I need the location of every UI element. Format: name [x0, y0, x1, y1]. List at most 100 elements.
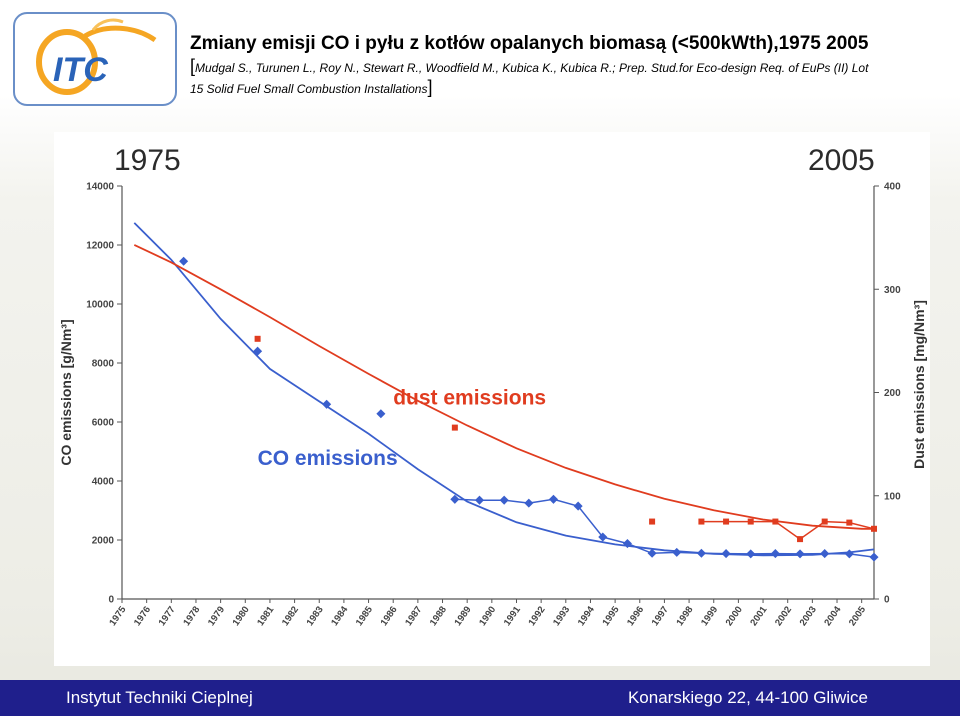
co-point [672, 547, 682, 557]
x-tick-label: 1980 [231, 604, 252, 628]
x-tick-label: 1983 [305, 604, 326, 628]
citation-line-1: Mudgal S., Turunen L., Roy N., Stewart R… [195, 61, 869, 75]
x-tick-label: 1991 [502, 604, 524, 628]
logo-swirl-shape [36, 29, 98, 95]
x-tick-label: 1990 [477, 604, 498, 628]
x-tick-label: 1978 [181, 604, 202, 628]
co-point [598, 532, 608, 542]
x-tick-label: 1975 [107, 604, 129, 628]
y2-tick-label: 200 [884, 388, 901, 399]
co-point [746, 549, 756, 559]
x-tick-label: 2005 [847, 604, 869, 628]
co-point [548, 494, 559, 504]
dust-point [797, 536, 804, 543]
x-tick-label: 1996 [625, 604, 646, 628]
series-layer [179, 256, 879, 562]
logo-flame-tip [91, 18, 124, 31]
dust-point [871, 525, 877, 532]
co-point [647, 548, 657, 558]
y2-tick-label: 0 [884, 595, 890, 606]
co-point [179, 256, 189, 266]
y-tick-label: 10000 [86, 300, 114, 311]
dust-trend-line [133, 244, 874, 530]
x-tick-label: 1993 [551, 604, 572, 628]
chart-panel: 0 2000 4000 6000 8000 10000 12000 14000 0 100 200 3… [54, 132, 930, 666]
x-tick-label: 2001 [748, 604, 770, 628]
co-point [795, 549, 805, 559]
co-emissions-label: CO emissions [258, 447, 398, 470]
x-tick-label: 2000 [724, 604, 745, 628]
co-point [721, 549, 731, 559]
dust-point [772, 518, 779, 525]
dust-emissions-label: dust emissions [393, 386, 546, 409]
dust-point [649, 518, 656, 525]
co-trend-line [133, 222, 875, 557]
co-point [253, 346, 263, 356]
x-tick-label: 1998 [674, 604, 695, 628]
footer-bar: Instytut Techniki Cieplnej Konarskiego 2… [0, 680, 960, 716]
x-tick-label: 1988 [428, 604, 449, 628]
citation: [Mudgal S., Turunen L., Roy N., Stewart … [190, 57, 950, 99]
y2-tick-label: 300 [884, 285, 901, 296]
corner-label-left: 1975 [114, 144, 181, 177]
co-point [770, 549, 780, 559]
x-tick-label: 1997 [650, 604, 671, 628]
citation-close-bracket: ] [427, 77, 433, 97]
x-tick-label: 1994 [576, 604, 598, 628]
emissions-chart: 0200040006000800010000120001400001002003… [58, 144, 927, 628]
logo-text: ITC [53, 51, 108, 89]
co-point [499, 495, 509, 505]
dust-point [846, 519, 853, 526]
footer-address: Konarskiego 22, 44-100 Gliwice [627, 688, 868, 707]
x-tick-label: 1995 [600, 604, 622, 628]
x-tick-label: 1986 [379, 604, 400, 628]
y-tick-label: 0 [108, 595, 114, 606]
y-tick-label: 4000 [92, 477, 115, 488]
x-tick-label: 1999 [699, 604, 720, 628]
x-tick-label: 2002 [773, 604, 794, 628]
co-point [820, 549, 830, 559]
co-point [869, 552, 879, 562]
citation-open-bracket: [ [190, 56, 196, 76]
logo-flame-shape [83, 25, 157, 43]
co-point [844, 549, 854, 559]
x-tick-label: 1981 [255, 604, 277, 628]
y-tick-label: 6000 [92, 418, 115, 429]
co-point [696, 548, 706, 558]
x-tick-label: 2004 [822, 604, 844, 628]
corner-label-right: 2005 [808, 144, 875, 177]
slide-title: Zmiany emisji CO i pyłu z kotłów opalany… [190, 33, 869, 54]
x-tick-label: 1985 [354, 604, 376, 628]
y2-tick-label: 100 [884, 491, 901, 502]
dust-point [747, 518, 754, 525]
dust-point [254, 335, 261, 342]
footer-institute: Instytut Techniki Cieplnej [66, 688, 253, 707]
x-tick-label: 1979 [206, 604, 227, 628]
x-tick-label: 1982 [280, 604, 301, 628]
co-point [524, 498, 534, 508]
dust-connect-line [701, 520, 875, 541]
dust-point [821, 518, 828, 525]
co-point [376, 409, 386, 419]
dust-point [451, 424, 458, 431]
y-tick-label: 14000 [86, 182, 114, 193]
co-connect-line [454, 498, 875, 558]
co-point [474, 495, 485, 505]
x-tick-label: 2003 [798, 604, 819, 628]
y-tick-label: 12000 [86, 241, 114, 252]
x-tick-label: 1987 [403, 604, 424, 628]
text-layer: CO emissions [g/Nm³] Dust emissions [mg/N… [58, 144, 927, 470]
itc-logo-graphic: ITC [36, 18, 157, 95]
itc-logo: ITC [13, 12, 177, 106]
x-tick-label: 1977 [157, 604, 178, 628]
x-tick-label: 1976 [132, 604, 153, 628]
dust-point [698, 518, 705, 525]
dust-point [723, 518, 730, 525]
citation-line-2: 15 Solid Fuel Small Combustion Installat… [190, 82, 428, 96]
x-tick-label: 1992 [526, 604, 547, 628]
x-tick-label: 1989 [453, 604, 474, 628]
x-tick-label: 1984 [329, 604, 351, 628]
y-tick-label: 2000 [92, 536, 115, 547]
y2-axis-title: Dust emissions [mg/Nm³] [911, 300, 927, 469]
y-tick-label: 8000 [92, 359, 115, 370]
